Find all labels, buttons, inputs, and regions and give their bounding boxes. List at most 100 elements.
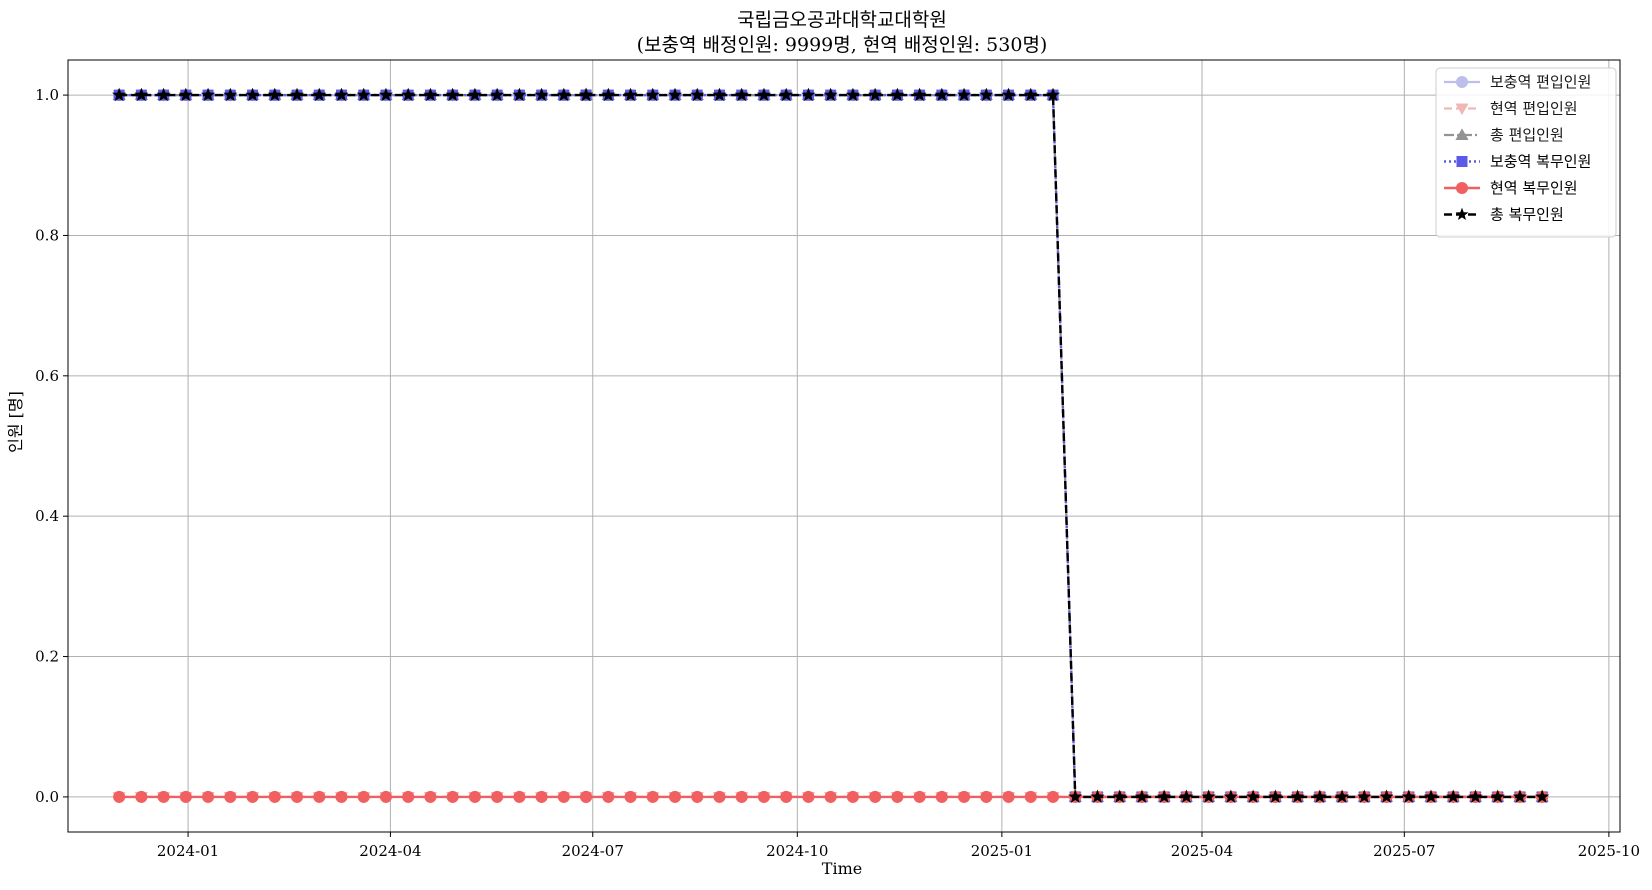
data-point	[935, 790, 948, 803]
data-point	[1468, 789, 1483, 803]
y-tick-label: 0.8	[35, 226, 59, 244]
data-point	[1357, 789, 1372, 803]
data-point	[1023, 87, 1038, 102]
data-point	[557, 790, 570, 803]
data-point	[289, 87, 305, 102]
data-point	[1290, 789, 1305, 803]
plot-area-frame	[67, 59, 1621, 833]
data-point	[491, 790, 504, 803]
data-point	[268, 790, 281, 803]
data-point	[1446, 789, 1461, 803]
y-tick-label: 0.0	[35, 788, 59, 806]
data-point	[1268, 789, 1283, 803]
legend-label: 총 복무인원	[1490, 206, 1564, 224]
data-point	[313, 790, 326, 803]
x-axis-label: Time	[822, 859, 862, 878]
data-point	[580, 790, 593, 803]
data-point	[757, 790, 771, 803]
grid-lines	[68, 60, 1620, 832]
data-point	[401, 87, 416, 102]
data-point	[735, 790, 748, 803]
data-point	[1490, 789, 1505, 803]
data-point	[512, 87, 527, 102]
series-line	[119, 93, 1543, 799]
data-point	[579, 87, 594, 102]
x-tick-label: 2025-10	[1578, 842, 1640, 860]
data-point	[513, 790, 526, 803]
data-point	[246, 790, 259, 803]
x-tick-label: 2025-04	[1171, 842, 1233, 860]
legend-entry: 총 편입인원	[1444, 126, 1564, 144]
data-point	[556, 87, 571, 102]
data-point	[424, 790, 437, 803]
data-point	[1090, 789, 1105, 803]
data-point	[601, 87, 616, 102]
legend-marker	[1455, 103, 1469, 116]
data-point	[224, 790, 237, 803]
data-point	[756, 87, 772, 102]
data-point	[979, 87, 994, 102]
legend-label: 보충역 복무인원	[1490, 153, 1591, 171]
data-point	[223, 87, 238, 102]
series-3	[112, 88, 1549, 802]
data-point	[201, 87, 216, 102]
data-point	[668, 790, 682, 803]
legend-entry: 현역 복무인원	[1444, 179, 1578, 197]
data-point	[891, 790, 904, 803]
x-tick-label: 2024-04	[359, 842, 421, 860]
legend-label: 보충역 편입인원	[1490, 73, 1591, 91]
data-point	[135, 790, 148, 803]
data-point	[1246, 789, 1261, 803]
data-point	[846, 790, 859, 803]
data-point	[1334, 789, 1350, 803]
data-point	[1134, 789, 1150, 803]
data-point	[113, 790, 126, 803]
data-point	[868, 87, 883, 102]
series-line	[119, 93, 1543, 799]
data-point	[356, 87, 371, 102]
data-point	[1312, 789, 1327, 803]
legend-label: 현역 편입인원	[1490, 100, 1578, 118]
data-point	[1512, 789, 1528, 803]
legend-label: 현역 복무인원	[1490, 179, 1578, 197]
legend-entry: 보충역 편입인원	[1444, 73, 1591, 91]
data-point	[691, 790, 704, 803]
data-point	[823, 87, 838, 102]
data-point	[134, 87, 149, 102]
data-point	[1046, 790, 1060, 803]
legend-box	[1435, 67, 1617, 238]
data-point	[958, 790, 971, 803]
data-point	[423, 87, 438, 102]
data-point	[734, 87, 749, 102]
data-point	[156, 87, 171, 102]
legend-marker	[1455, 207, 1469, 221]
data-point	[779, 87, 794, 102]
data-point	[802, 790, 815, 803]
data-point	[1379, 789, 1394, 803]
chart-title: 국립금오공과대학교대학원	[737, 9, 947, 31]
data-point	[1024, 790, 1037, 803]
data-point	[1401, 789, 1416, 803]
data-point	[1045, 87, 1061, 102]
data-point	[845, 87, 860, 102]
x-tick-label: 2024-01	[157, 842, 219, 860]
data-point	[956, 87, 972, 102]
x-tick-label: 2025-01	[971, 842, 1033, 860]
data-point	[624, 790, 637, 803]
legend-label: 총 편입인원	[1490, 126, 1564, 144]
data-point	[980, 790, 993, 803]
data-point	[646, 790, 659, 803]
data-point	[490, 87, 505, 102]
data-point	[1179, 789, 1194, 803]
data-point	[602, 790, 615, 803]
data-point	[534, 87, 549, 102]
y-tick-label: 0.6	[35, 367, 59, 385]
data-point	[1535, 789, 1550, 803]
data-point	[379, 790, 393, 803]
data-point	[1157, 789, 1172, 803]
data-point	[1002, 790, 1015, 803]
data-point	[378, 87, 394, 102]
data-point	[245, 87, 260, 102]
data-point	[667, 87, 683, 102]
